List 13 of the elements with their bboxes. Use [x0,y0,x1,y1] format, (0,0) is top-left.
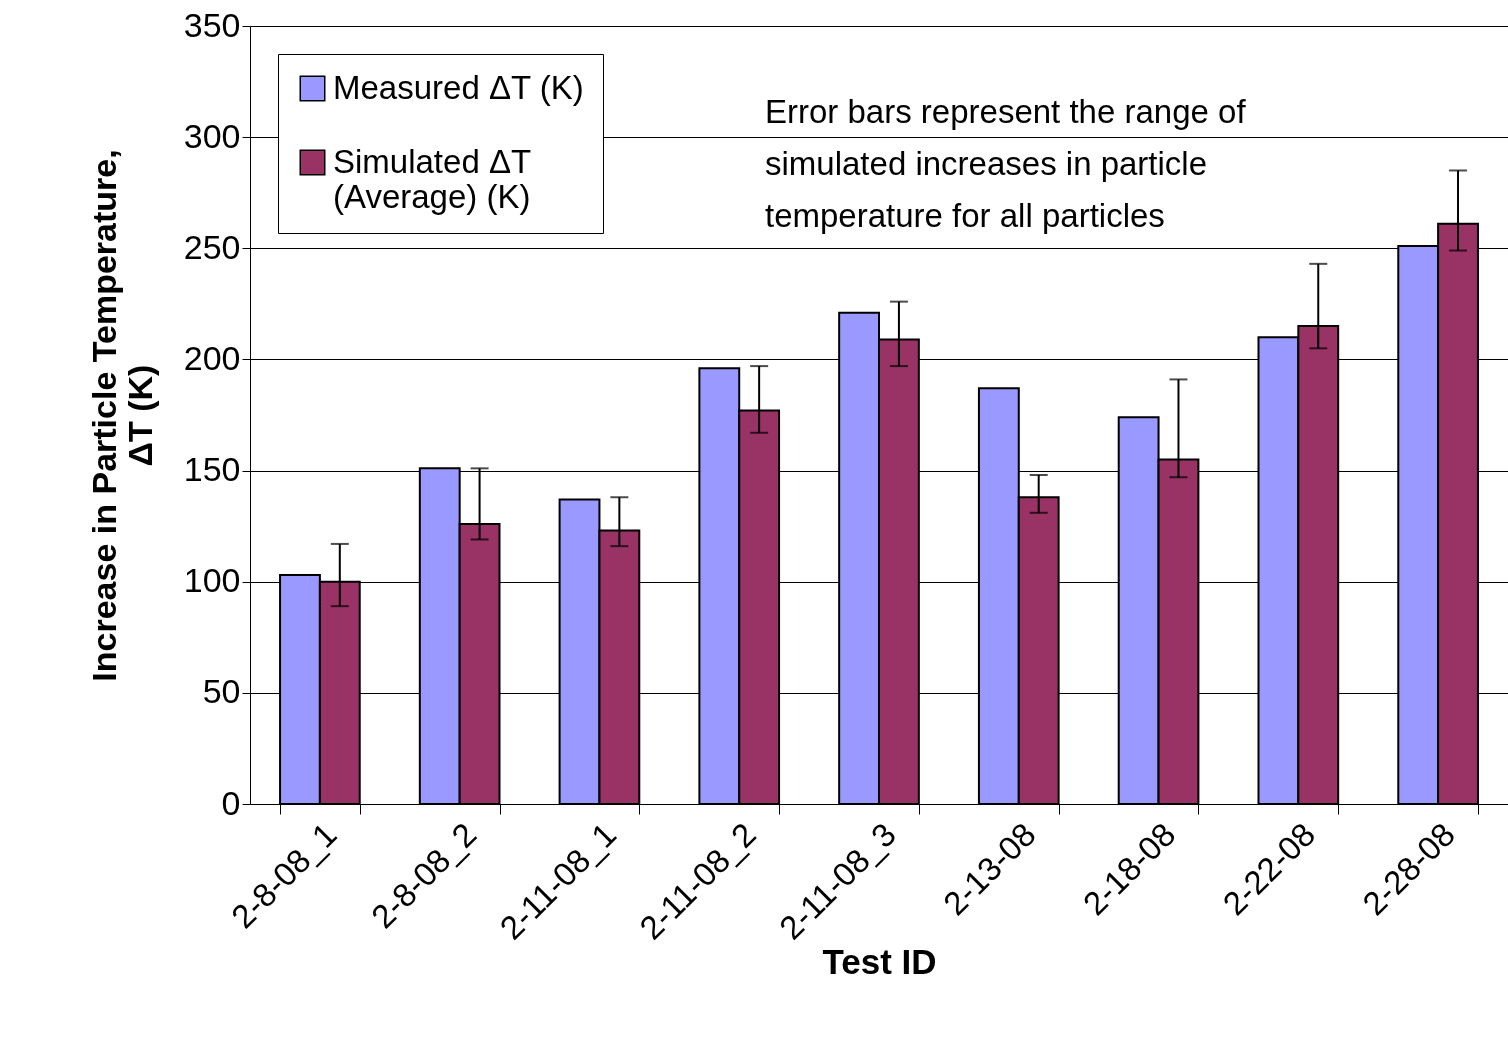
y-tick-label: 250 [183,227,241,266]
y-tick-label: 150 [183,450,241,489]
x-axis-title: Test ID [822,942,937,982]
y-tick-label: 50 [202,672,241,711]
y-tick-label: 0 [221,783,241,822]
y-axis-title: Increase in Particle Temperature, ΔT (K) [84,149,159,682]
legend-label: Simulated ΔT (Average) (K) [333,142,532,215]
y-tick-label: 200 [183,338,241,377]
y-tick-label: 100 [183,561,241,600]
legend-label: Measured ΔT (K) [333,68,584,106]
y-tick-label: 300 [183,116,241,155]
y-tick-label: 350 [183,5,241,44]
annotation: Error bars represent the range of simulated increases in particle temperature for all particles [765,93,1247,234]
